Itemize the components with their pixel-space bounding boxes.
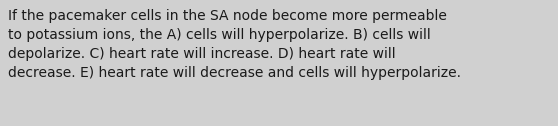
Text: If the pacemaker cells in the SA node become more permeable
to potassium ions, t: If the pacemaker cells in the SA node be…: [8, 9, 461, 80]
